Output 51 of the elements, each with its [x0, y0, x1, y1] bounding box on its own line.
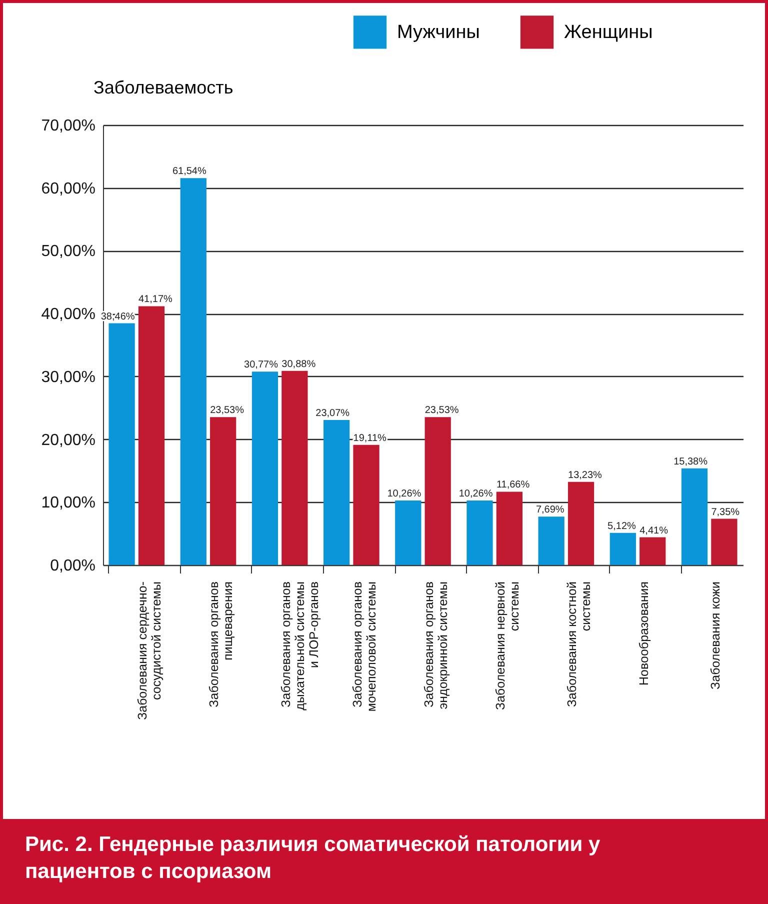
bar: [610, 532, 636, 565]
y-tick-label: 60,00%: [41, 180, 96, 198]
y-tick-label: 0,00%: [50, 558, 96, 574]
data-label: 23,53%: [424, 405, 459, 416]
bar: [210, 417, 236, 565]
bar: [323, 420, 350, 565]
bar: [395, 500, 422, 565]
bar: [538, 516, 564, 565]
data-label: 15,38%: [674, 456, 708, 468]
data-label: 41,17%: [138, 294, 173, 306]
bar: [496, 492, 523, 565]
bar: [568, 482, 594, 565]
data-label: 61,54%: [172, 166, 206, 178]
data-label: 5,12%: [608, 520, 636, 532]
data-label: 30,88%: [282, 358, 316, 370]
data-label: 10,26%: [387, 488, 422, 500]
legend-label: Женщины: [564, 22, 653, 44]
data-label: 11,66%: [496, 480, 530, 491]
legend-label: Мужчины: [397, 22, 480, 44]
x-tick-label: Заболевания кожи: [708, 581, 722, 690]
bar: [681, 468, 708, 565]
bar: [252, 372, 278, 565]
bar: [138, 306, 165, 565]
data-label: 30,77%: [244, 360, 278, 371]
y-tick-label: 40,00%: [41, 306, 96, 324]
x-tick-label: Заболевания нервной системы: [494, 581, 522, 710]
data-label: 7,35%: [711, 506, 740, 518]
data-label: 4,41%: [640, 525, 668, 536]
y-tick-label: 20,00%: [41, 432, 96, 449]
x-tick-label: Заболевания костной системы: [565, 581, 594, 708]
bar: [424, 417, 451, 565]
y-tick-label: 10,00%: [41, 494, 96, 512]
y-axis-title: Заболеваемость: [94, 78, 234, 98]
data-label: 10,26%: [458, 488, 493, 500]
y-tick-label: 70,00%: [41, 118, 96, 134]
y-tick-label: 50,00%: [41, 243, 96, 260]
bar: [108, 323, 135, 565]
x-tick-label: Заболевания сердечно- сосудистой системы: [136, 581, 164, 720]
bar: [466, 500, 493, 565]
text: Рис. 2. Гендерные различия соматической патологии у пациентов с псориазом: [3, 819, 765, 901]
bar: [180, 178, 206, 565]
bar: [353, 444, 380, 565]
data-label: 13,23%: [568, 470, 602, 481]
x-tick-label: Новообразования: [636, 582, 651, 686]
y-tick-label: 30,00%: [41, 368, 96, 386]
data-label: 23,53%: [210, 405, 244, 416]
data-label: 7,69%: [536, 504, 564, 516]
data-label: 23,07%: [316, 408, 350, 419]
bar: [282, 370, 308, 565]
bar: [640, 537, 666, 565]
bar: [711, 518, 738, 565]
